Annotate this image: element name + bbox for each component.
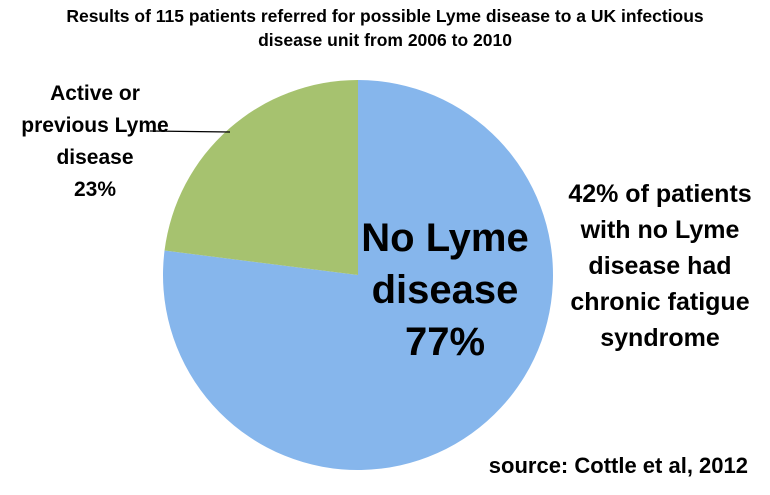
pie-slice [164, 80, 358, 275]
value-label: 77% [404, 320, 486, 364]
annotation: 42% of patients with no Lyme disease had… [568, 180, 752, 352]
leader-line [149, 130, 231, 133]
value-label: 23% [73, 178, 117, 201]
category-label: Active or previous Lyme disease [21, 82, 169, 169]
slice-label: Active or previous Lyme disease 23% [10, 78, 180, 206]
source-note: source: Cottle et al, 2012 [488, 453, 748, 478]
slice-label: No Lyme disease 77% [355, 212, 535, 368]
chart-title: Results of 115 patients referred for pos… [66, 6, 704, 50]
category-label: No Lyme disease [361, 216, 529, 312]
